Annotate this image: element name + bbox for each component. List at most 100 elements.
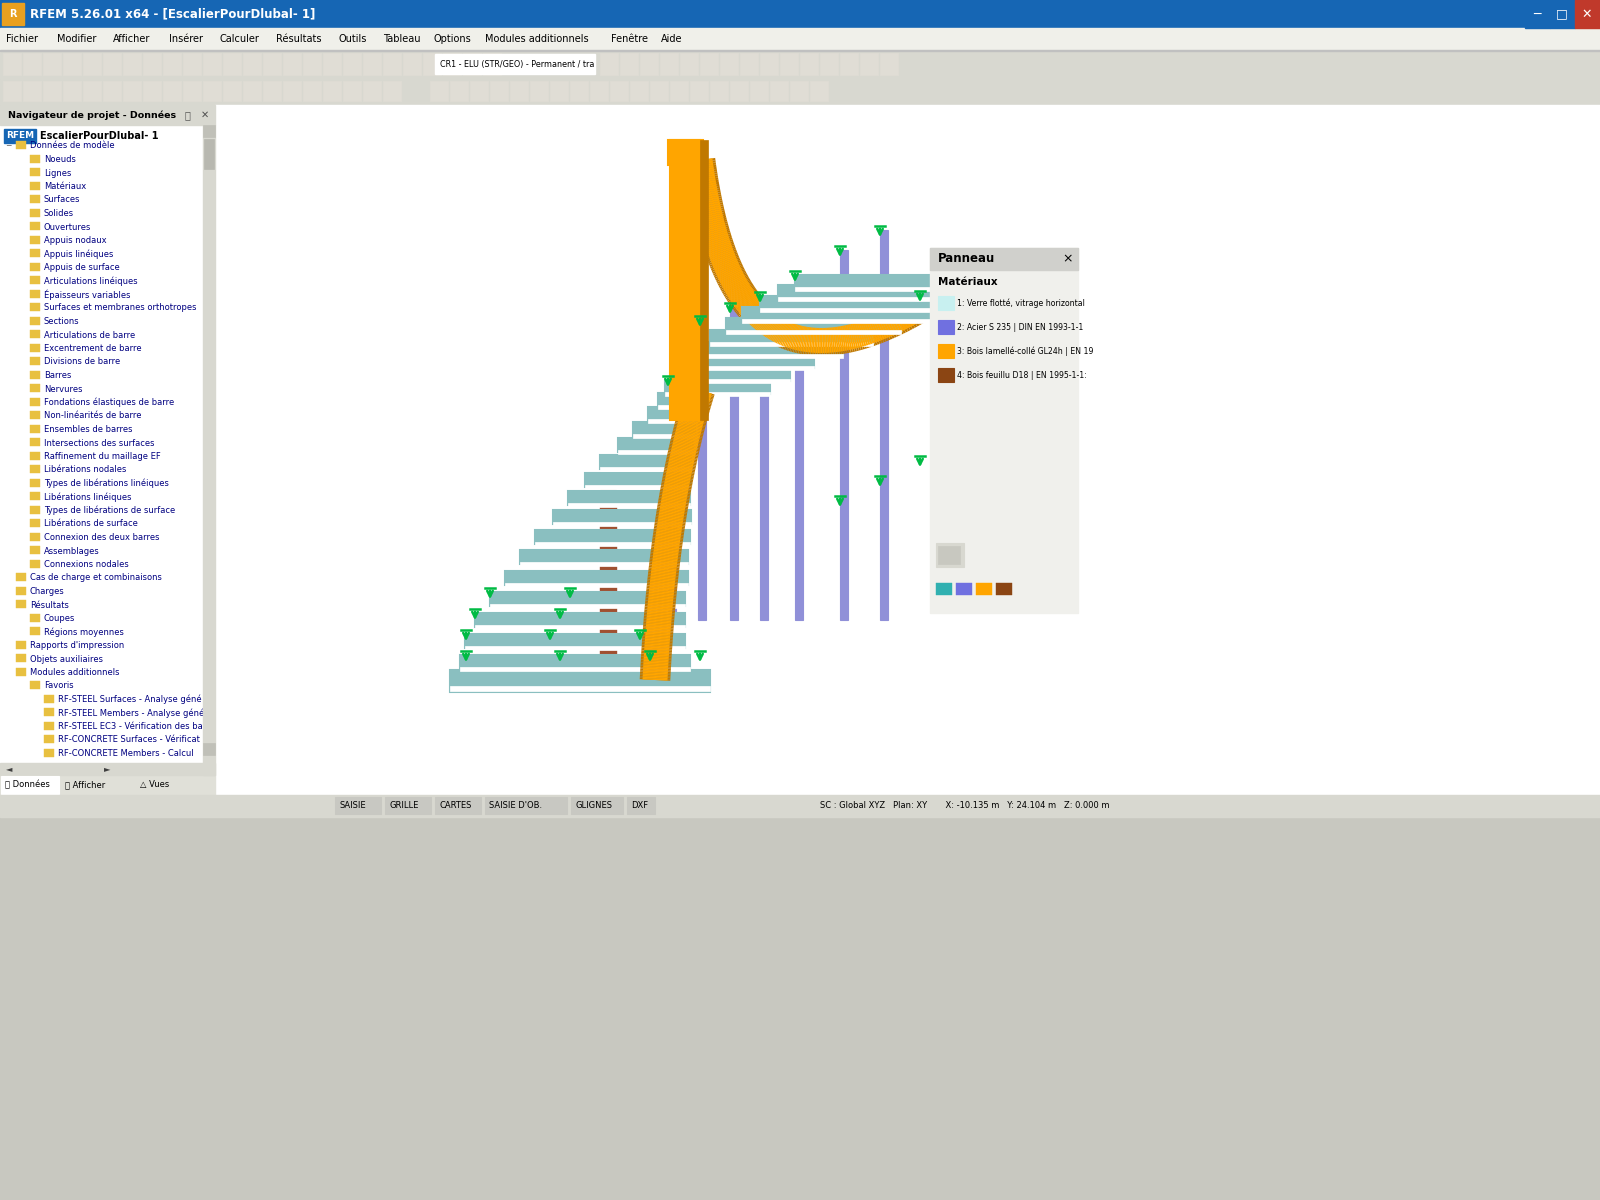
Bar	[203, 80, 221, 101]
Bar	[30, 276, 40, 284]
Bar	[16, 587, 26, 594]
Bar	[16, 600, 26, 608]
Bar	[490, 592, 685, 606]
Bar	[690, 80, 707, 101]
Bar	[930, 248, 1078, 613]
Bar	[462, 53, 482, 74]
Bar	[742, 307, 930, 320]
Bar	[30, 680, 40, 689]
Text: ─: ─	[1533, 7, 1541, 20]
Bar	[938, 320, 954, 334]
Bar	[102, 53, 122, 74]
Text: RFEM 5.26.01 x64 - [EscalierPourDlubal- 1]: RFEM 5.26.01 x64 - [EscalierPourDlubal- …	[30, 7, 315, 20]
Bar	[648, 407, 696, 421]
Bar	[22, 80, 42, 101]
Bar	[222, 53, 242, 74]
Bar	[302, 80, 322, 101]
Bar	[0, 125, 214, 775]
Bar	[45, 695, 54, 702]
Bar	[930, 248, 1078, 270]
Bar	[570, 80, 589, 101]
Bar	[710, 330, 874, 344]
Text: Calculer: Calculer	[221, 34, 259, 44]
Bar	[666, 380, 770, 394]
Bar	[62, 80, 82, 101]
Text: Noeuds: Noeuds	[45, 155, 75, 164]
Bar	[30, 358, 40, 365]
Bar	[30, 289, 40, 298]
Bar	[243, 80, 261, 101]
Bar	[222, 80, 242, 101]
Bar	[123, 53, 141, 74]
Bar	[342, 53, 362, 74]
Bar	[726, 330, 901, 334]
Bar	[450, 670, 710, 692]
Bar	[30, 248, 40, 257]
Bar	[30, 546, 40, 554]
Text: ✕: ✕	[1582, 7, 1592, 20]
Bar	[650, 80, 669, 101]
Bar	[938, 546, 960, 564]
Text: Cas de charge et combinaisons: Cas de charge et combinaisons	[30, 574, 162, 582]
Bar	[450, 80, 467, 101]
Bar	[30, 533, 40, 540]
Text: Afficher: Afficher	[114, 34, 150, 44]
Bar	[30, 343, 40, 352]
Text: RF-CONCRETE Surfaces - Vérificat: RF-CONCRETE Surfaces - Vérificat	[58, 736, 200, 744]
Bar	[45, 708, 54, 716]
Text: 3: Bois lamellé-collé GL24h | EN 19: 3: Bois lamellé-collé GL24h | EN 19	[957, 347, 1093, 355]
Bar	[938, 344, 954, 358]
Bar	[490, 80, 509, 101]
Bar	[323, 80, 341, 101]
Text: −: −	[5, 142, 11, 150]
Bar	[142, 80, 162, 101]
Bar	[461, 667, 690, 671]
Bar	[43, 53, 61, 74]
Bar	[698, 318, 706, 620]
Bar	[880, 230, 888, 620]
Bar	[694, 354, 843, 358]
Bar	[30, 384, 40, 392]
Text: Nervures: Nervures	[45, 384, 83, 394]
Text: Favoris: Favoris	[45, 682, 74, 690]
Bar	[670, 80, 688, 101]
Bar	[262, 80, 282, 101]
Bar	[466, 646, 685, 650]
Text: Aide: Aide	[661, 34, 683, 44]
Bar	[610, 80, 627, 101]
Bar	[730, 80, 749, 101]
Bar	[0, 104, 214, 125]
Text: △ Vues: △ Vues	[141, 780, 170, 790]
Bar	[30, 410, 40, 419]
Bar	[669, 380, 675, 620]
Bar	[1574, 0, 1600, 28]
Bar	[630, 80, 648, 101]
Bar	[1550, 0, 1574, 28]
Text: Libérations linéiques: Libérations linéiques	[45, 492, 131, 502]
Bar	[16, 572, 26, 581]
Text: RF-STEEL Surfaces - Analyse géné: RF-STEEL Surfaces - Analyse géné	[58, 695, 202, 704]
Bar	[568, 491, 690, 505]
Bar	[262, 53, 282, 74]
Text: Appuis linéiques: Appuis linéiques	[45, 250, 114, 259]
Bar	[30, 371, 40, 378]
Bar	[163, 53, 181, 74]
Bar	[386, 797, 430, 814]
Bar	[618, 450, 693, 454]
Bar	[840, 250, 848, 620]
Bar	[83, 80, 101, 101]
Bar	[485, 797, 566, 814]
Bar	[778, 284, 989, 299]
Bar	[30, 302, 40, 311]
Bar	[658, 404, 701, 409]
Bar	[621, 53, 638, 74]
Bar	[0, 125, 214, 775]
Bar	[483, 53, 501, 74]
Bar	[30, 559, 40, 568]
Text: 👁 Afficher: 👁 Afficher	[66, 780, 106, 790]
Text: Appuis nodaux: Appuis nodaux	[45, 236, 107, 245]
Text: GLIGNES: GLIGNES	[574, 802, 611, 810]
Bar	[0, 79, 1600, 104]
Bar	[30, 397, 40, 406]
Text: Assemblages: Assemblages	[45, 546, 99, 556]
